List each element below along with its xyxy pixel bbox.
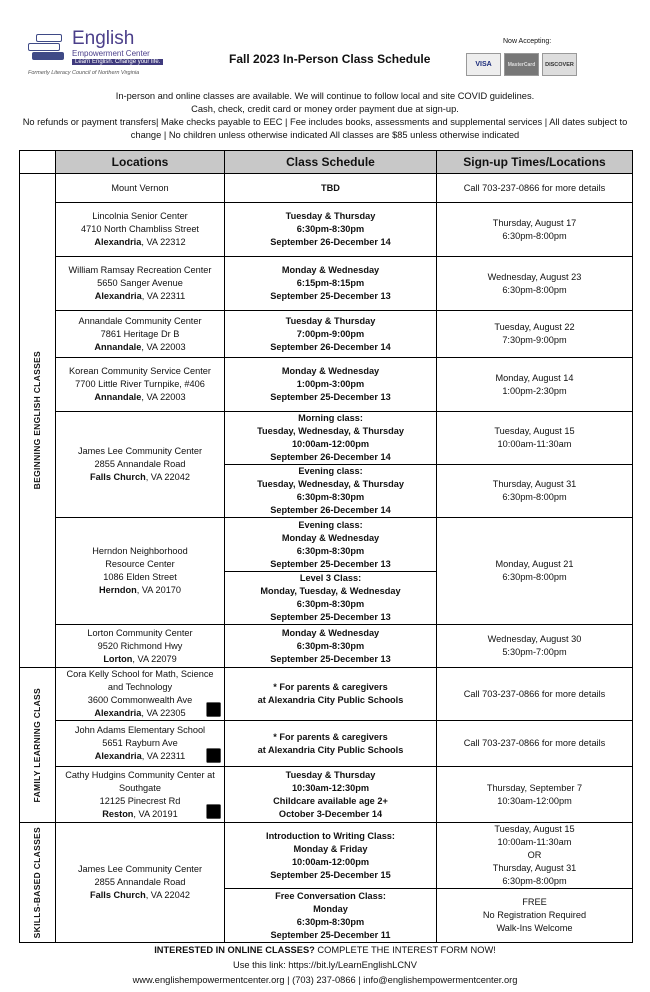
location-cell: James Lee Community Center 2855 Annandale… — [55, 822, 225, 943]
signup-cell: Thursday, September 7 10:30am-12:00pm — [436, 766, 633, 823]
location-cell: William Ramsay Recreation Center 5650 San… — [55, 256, 225, 311]
payment-cards: VISA MasterCard DISCOVER — [466, 53, 577, 76]
schedule-table: Locations Class Schedule Sign-up Times/L… — [19, 150, 633, 943]
table-row: Lorton Community Center 9520 Richmond Hwy… — [20, 624, 633, 668]
page-title: Fall 2023 In-Person Class Schedule — [229, 52, 431, 66]
group-label: FAMILY LEARNING CLASS — [19, 667, 56, 823]
family-icon: 👪 — [205, 748, 222, 763]
signup-cell: Monday, August 21 6:30pm-8:00pm — [436, 517, 633, 625]
table-row: BEGINNING ENGLISH CLASSES Mount Vernon TBD… — [19, 173, 633, 668]
table-row: Cathy Hudgins Community Center at Southga… — [20, 766, 633, 823]
table-row: Herndon Neighborhood Resource Center 1086 … — [20, 517, 633, 625]
class-schedule-cell: Monday & Wednesday 1:00pm-3:00pm September… — [224, 357, 437, 412]
now-accepting-label: Now Accepting: — [503, 38, 552, 45]
signup-cell: Call 703-237-0866 for more details — [436, 173, 633, 203]
class-schedule-cell: Evening class: Tuesday, Wednesday, & Thur… — [224, 464, 437, 518]
signup-cell: Thursday, August 17 6:30pm-8:00pm — [436, 202, 633, 257]
logo: English Empowerment Center Learn English… — [26, 28, 196, 78]
location-cell: John Adams Elementary School 5651 Rayburn… — [55, 720, 225, 767]
class-schedule-cell: Monday & Wednesday 6:15pm-8:15pm September… — [224, 256, 437, 311]
location-cell: Lincolnia Senior Center 4710 North Chambl… — [55, 202, 225, 257]
class-schedule-cell: Introduction to Writing Class: Monday & F… — [224, 822, 437, 889]
table-row: Evening class: Tuesday, Wednesday, & Thur… — [20, 464, 633, 518]
header-class-schedule: Class Schedule — [224, 150, 437, 174]
class-schedule-cell: Tuesday & Thursday 6:30pm-8:30pm September… — [224, 202, 437, 257]
class-schedule-cell: TBD — [224, 173, 437, 203]
location-cell: Cora Kelly School for Math, Science and T… — [55, 667, 225, 721]
location-cell: Cathy Hudgins Community Center at Southga… — [55, 766, 225, 823]
signup-cell: Monday, August 14 1:00pm-2:30pm — [436, 357, 633, 412]
table-row: William Ramsay Recreation Center 5650 San… — [20, 256, 633, 311]
table-row: Lincolnia Senior Center 4710 North Chambl… — [20, 202, 633, 257]
books-icon — [28, 34, 66, 64]
discover-card-icon: DISCOVER — [542, 53, 577, 76]
header-signup: Sign-up Times/Locations — [436, 150, 633, 174]
family-icon: 👪 — [205, 702, 222, 717]
class-schedule-cell: Tuesday & Thursday 10:30am-12:30pm Childca… — [224, 766, 437, 823]
location-cell: Mount Vernon — [55, 173, 225, 203]
location-cell: James Lee Community Center 2855 Annandale… — [55, 411, 225, 518]
interest-form-link[interactable]: Use this link: https://bit.ly/LearnEngli… — [233, 960, 417, 970]
table-row: James Lee Community Center 2855 Annandale… — [20, 411, 633, 518]
signup-cell: Wednesday, August 30 5:30pm-7:00pm — [436, 624, 633, 668]
table-row: Korean Community Service Center 7700 Litt… — [20, 357, 633, 412]
location-cell: Herndon Neighborhood Resource Center 1086 … — [55, 517, 225, 625]
class-schedule-cell: Tuesday & Thursday 7:00pm-9:00pm September… — [224, 310, 437, 358]
signup-cell: Tuesday, August 15 10:00am-11:30am OR Thurs… — [436, 822, 633, 889]
table-row: Annandale Community Center 7861 Heritage … — [20, 310, 633, 358]
class-schedule-cell: * For parents & caregivers at Alexandria … — [224, 667, 437, 721]
signup-cell: Call 703-237-0866 for more details — [436, 667, 633, 721]
signup-cell: Tuesday, August 22 7:30pm-9:00pm — [436, 310, 633, 358]
signup-cell: Thursday, August 31 6:30pm-8:00pm — [436, 464, 633, 518]
class-schedule-cell: Morning class: Tuesday, Wednesday, & Thur… — [224, 411, 437, 465]
table-row: John Adams Elementary School 5651 Rayburn… — [20, 720, 633, 767]
location-cell: Lorton Community Center 9520 Richmond Hwy… — [55, 624, 225, 668]
class-schedule-cell: Evening class: Monday & Wednesday 6:30pm-8… — [224, 517, 437, 572]
location-cell: Korean Community Service Center 7700 Litt… — [55, 357, 225, 412]
class-schedule-cell: Free Conversation Class: Monday 6:30pm-8:3… — [224, 888, 437, 943]
footer: INTERESTED IN ONLINE CLASSES? COMPLETE T… — [0, 943, 650, 988]
group-label: SKILLS-BASED CLASSES — [19, 822, 56, 943]
header-locations: Locations — [55, 150, 225, 174]
table-header: Locations Class Schedule Sign-up Times/L… — [19, 150, 633, 174]
class-schedule-cell: Level 3 Class: Monday, Tuesday, & Wednesd… — [224, 571, 437, 625]
group-label: BEGINNING ENGLISH CLASSES — [19, 173, 56, 668]
visa-card-icon: VISA — [466, 53, 501, 76]
table-row: Free Conversation Class: Monday 6:30pm-8:3… — [20, 888, 633, 943]
family-icon: 👪 — [205, 804, 222, 819]
signup-cell: FREE No Registration Required Walk-Ins Wel… — [436, 888, 633, 943]
table-row: Level 3 Class: Monday, Tuesday, & Wednesd… — [20, 571, 633, 625]
class-schedule-cell: * For parents & caregivers at Alexandria … — [224, 720, 437, 767]
signup-cell: Wednesday, August 23 6:30pm-8:00pm — [436, 256, 633, 311]
signup-cell: Tuesday, August 15 10:00am-11:30am — [436, 411, 633, 465]
mastercard-card-icon: MasterCard — [504, 53, 539, 76]
class-schedule-cell: Monday & Wednesday 6:30pm-8:30pm September… — [224, 624, 437, 668]
signup-cell: Call 703-237-0866 for more details — [436, 720, 633, 767]
location-cell: Annandale Community Center 7861 Heritage … — [55, 310, 225, 358]
contact-info: www.englishempowermentcenter.org | (703)… — [132, 975, 518, 985]
table-row: SKILLS-BASED CLASSES James Lee Community … — [19, 822, 633, 943]
intro-notes: In-person and online classes are availab… — [22, 91, 628, 140]
table-row: FAMILY LEARNING CLASS Cora Kelly School f… — [19, 667, 633, 823]
header-blank — [19, 150, 56, 174]
